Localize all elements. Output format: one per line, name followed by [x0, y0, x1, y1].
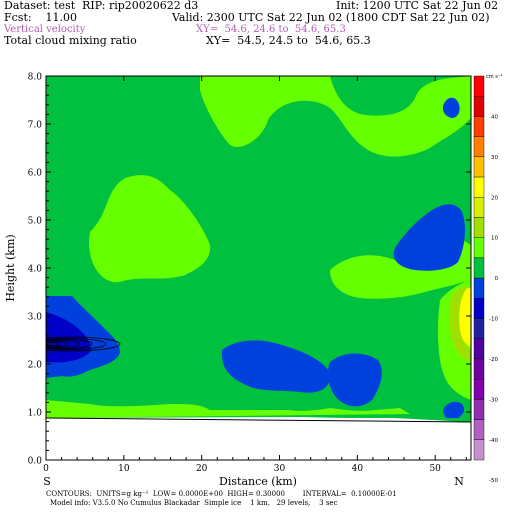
- colorbar-label: -10: [489, 317, 498, 323]
- light-green-region-mid-left: [89, 175, 211, 283]
- light-green-region-bottom: [46, 400, 410, 418]
- colorbar-label: -40: [489, 438, 498, 444]
- light-green-region-top: [200, 76, 471, 157]
- field2-xy: XY= 54.5, 24.5 to 54.6, 65.3: [206, 34, 371, 47]
- field1-name: Vertical velocity: [4, 24, 86, 35]
- y-tick-label: 8.0: [28, 73, 43, 83]
- colorbar-swatch: [473, 399, 485, 420]
- blue-region-right-upper: [393, 204, 465, 271]
- field1-xy: XY= 54.6, 24.6 to 54.6, 65.3: [196, 24, 346, 35]
- colorbar-unit: cm s⁻¹: [486, 74, 502, 80]
- footer-model-info: Model info: V3.5.0 No Cumulus Blackadar …: [50, 499, 338, 507]
- colorbar-swatch: [473, 318, 485, 339]
- north-end-label: N: [454, 475, 464, 488]
- colorbar-swatch: [473, 96, 485, 117]
- blue-region-bottom-right-blob: [443, 401, 465, 418]
- colorbar-label: 0: [495, 276, 499, 282]
- colorbar-swatch: [473, 338, 485, 360]
- colorbar: 40 30 20 10 0 -10 -20 -30 -40 -50: [473, 75, 499, 484]
- terrain-mask: [46, 417, 471, 460]
- y-axis: 0.0 1.0 2.0 3.0 4.0 5.0 6.0 7.0 8.0: [28, 73, 471, 467]
- colorbar-label: 40: [491, 114, 498, 120]
- colorbar-swatch: [473, 197, 485, 218]
- colorbar-label: 30: [491, 155, 498, 161]
- light-green-region-mid-right: [330, 235, 471, 299]
- colorbar-swatch: [473, 217, 485, 238]
- blue-region-right-lower: [327, 353, 382, 407]
- fcst-label: Fcst: 11.00: [4, 11, 78, 24]
- colorbar-swatch: [473, 176, 485, 198]
- y-tick-label: 4.0: [28, 265, 43, 275]
- y-tick-label: 5.0: [28, 217, 43, 227]
- y-axis-label: Height (km): [4, 234, 17, 301]
- colorbar-swatch: [473, 75, 485, 97]
- init-label: Init: 1200 UTC Sat 22 Jun 02: [336, 0, 499, 12]
- field2-name: Total cloud mixing ratio: [4, 34, 137, 47]
- colorbar-swatch: [473, 116, 485, 137]
- field-shading: [46, 76, 471, 460]
- cloud-contours: [46, 336, 121, 352]
- colorbar-swatch: [473, 257, 485, 279]
- x-tick-label: 30: [274, 464, 286, 474]
- x-axis: 0 10 20 30 40 50: [43, 76, 467, 474]
- x-tick-label: 0: [43, 464, 49, 474]
- colorbar-swatch: [473, 439, 485, 461]
- x-tick-label: 10: [118, 464, 130, 474]
- x-axis-label: Distance (km): [219, 475, 297, 488]
- colorbar-label: 10: [491, 236, 498, 242]
- x-tick-label: 20: [196, 464, 208, 474]
- blue-region-top-right-blob: [442, 97, 460, 118]
- y-tick-label: 1.0: [28, 409, 43, 419]
- y-tick-label: 6.0: [28, 169, 43, 179]
- colorbar-swatch: [473, 358, 485, 380]
- dataset-label: Dataset: test RIP: rip20020622 d3: [4, 0, 199, 12]
- colorbar-label: -50: [489, 478, 498, 484]
- blue-region-center: [221, 340, 331, 393]
- valid-label: Valid: 2300 UTC Sat 22 Jun 02 (1800 CDT …: [172, 11, 490, 24]
- y-tick-label: 3.0: [28, 313, 43, 323]
- y-tick-label: 2.0: [28, 361, 43, 371]
- colorbar-swatch: [473, 156, 485, 178]
- colorbar-label: -20: [489, 357, 498, 363]
- colorbar-swatch: [473, 237, 485, 259]
- y-tick-label: 7.0: [28, 121, 43, 131]
- x-tick-label: 50: [429, 464, 441, 474]
- yellowgreen-region-far-right: [448, 286, 471, 362]
- colorbar-label: 20: [491, 195, 498, 201]
- south-end-label: S: [43, 475, 51, 488]
- colorbar-swatch: [473, 378, 485, 400]
- colorbar-label: -30: [489, 397, 498, 403]
- footer-contours: CONTOURS: UNITS=g kg⁻¹ LOW= 0.0000E+00 H…: [46, 490, 397, 498]
- terrain-line: [45, 417, 472, 423]
- y-tick-label: 0.0: [28, 457, 43, 467]
- colorbar-swatch: [473, 298, 485, 319]
- x-tick-label: 40: [352, 464, 364, 474]
- colorbar-swatch: [473, 277, 485, 299]
- colorbar-swatch: [473, 136, 485, 158]
- colorbar-swatch: [473, 419, 485, 440]
